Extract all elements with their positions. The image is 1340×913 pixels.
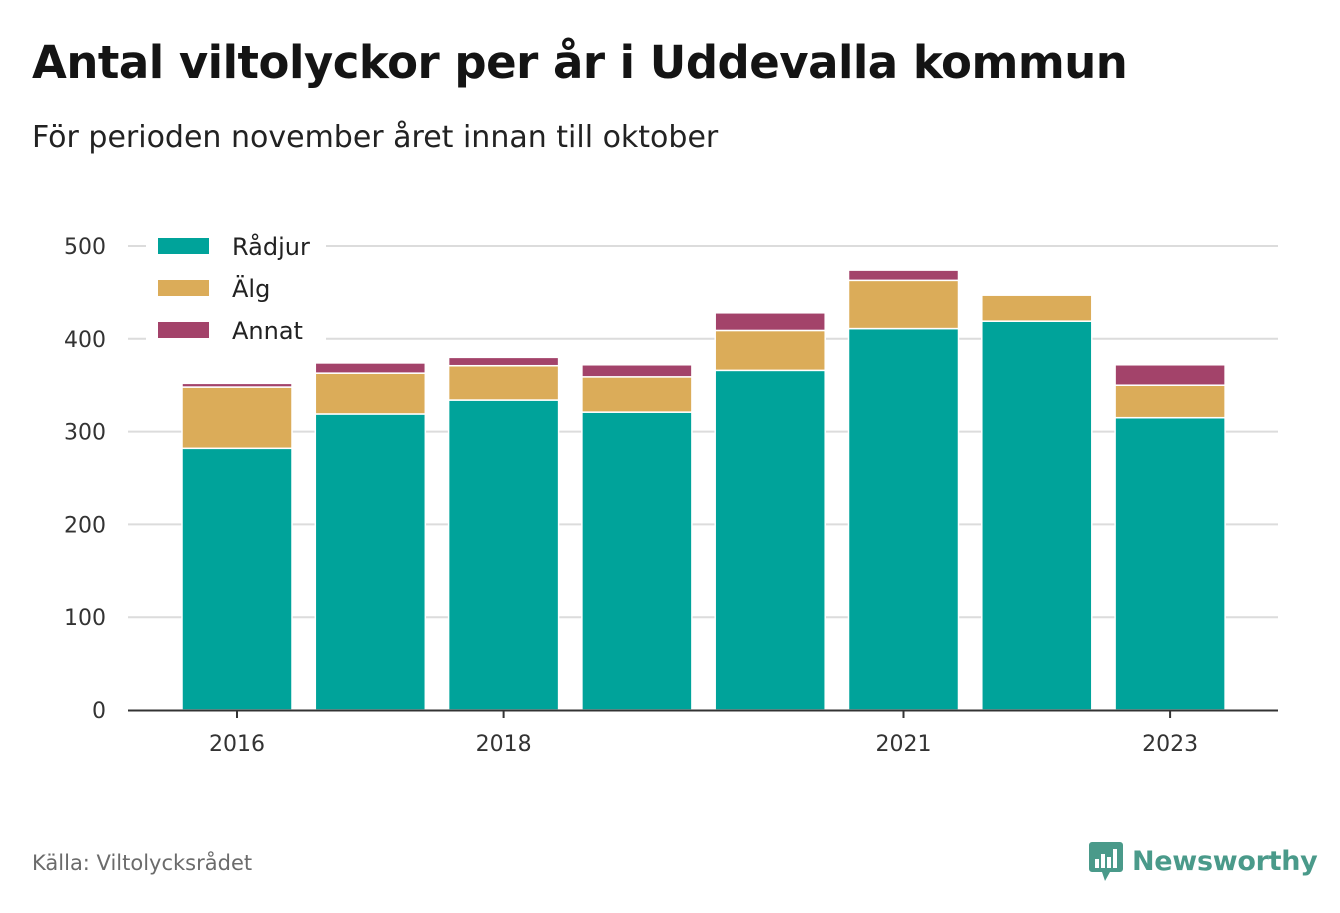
bar-segment bbox=[847, 279, 960, 330]
bar-segment bbox=[714, 312, 826, 332]
bar-chart-speech-bubble-icon bbox=[1089, 842, 1123, 881]
bar-segment bbox=[1114, 364, 1226, 386]
x-axis-ticks: 2016 2018 2021 2023 bbox=[209, 710, 1198, 757]
bar-segment bbox=[181, 382, 293, 388]
legend-label: Älg bbox=[232, 274, 270, 303]
bars bbox=[181, 269, 1226, 711]
bar-segment bbox=[981, 294, 1093, 322]
brand-name: Newsworthy bbox=[1132, 845, 1318, 877]
y-tick-label: 300 bbox=[64, 421, 106, 446]
legend-label: Annat bbox=[232, 317, 303, 345]
bar-segment bbox=[714, 369, 826, 711]
bar-segment bbox=[181, 447, 293, 711]
y-tick-label: 100 bbox=[64, 606, 106, 631]
chart-title: Antal viltolyckor per år i Uddevalla kom… bbox=[32, 36, 1128, 89]
bar-segment bbox=[581, 364, 693, 378]
x-tick-label: 2021 bbox=[876, 732, 932, 757]
y-tick-label: 500 bbox=[64, 235, 106, 260]
bar-segment bbox=[314, 413, 427, 711]
bar-segment bbox=[314, 372, 427, 415]
bar-segment bbox=[981, 320, 1093, 711]
bar-segment bbox=[447, 399, 560, 711]
bar-segment bbox=[847, 269, 960, 282]
y-tick-label: 0 bbox=[92, 699, 106, 724]
legend-swatch bbox=[158, 280, 209, 296]
y-tick-label: 400 bbox=[64, 328, 106, 353]
source-note: Källa: Viltolycksrådet bbox=[32, 851, 253, 875]
bar-segment bbox=[1114, 384, 1226, 419]
x-tick-label: 2016 bbox=[209, 732, 265, 757]
chart-subtitle: För perioden november året innan till ok… bbox=[32, 120, 719, 155]
bar-segment bbox=[1114, 416, 1226, 711]
legend-label: Rådjur bbox=[232, 232, 310, 261]
y-axis-tick-labels: 0 100 200 300 400 500 bbox=[64, 235, 106, 724]
bar-segment bbox=[447, 356, 560, 367]
x-tick-label: 2023 bbox=[1142, 732, 1198, 757]
stacked-bar-chart: 0 100 200 300 400 500 2016 2018 2021 2023 Rådjur… bbox=[64, 228, 1278, 757]
legend: Rådjur Älg Annat bbox=[146, 228, 326, 358]
legend-swatch bbox=[158, 322, 209, 338]
bar-segment bbox=[181, 386, 293, 450]
bar-segment bbox=[314, 362, 427, 374]
y-tick-label: 200 bbox=[64, 513, 106, 538]
bar-segment bbox=[447, 364, 560, 401]
brand-logo: Newsworthy bbox=[1088, 840, 1318, 882]
legend-swatch bbox=[158, 238, 209, 254]
bar-segment bbox=[581, 411, 693, 711]
x-tick-label: 2018 bbox=[476, 732, 532, 757]
bar-segment bbox=[714, 329, 826, 372]
bar-segment bbox=[847, 327, 960, 711]
bar-segment bbox=[581, 376, 693, 413]
